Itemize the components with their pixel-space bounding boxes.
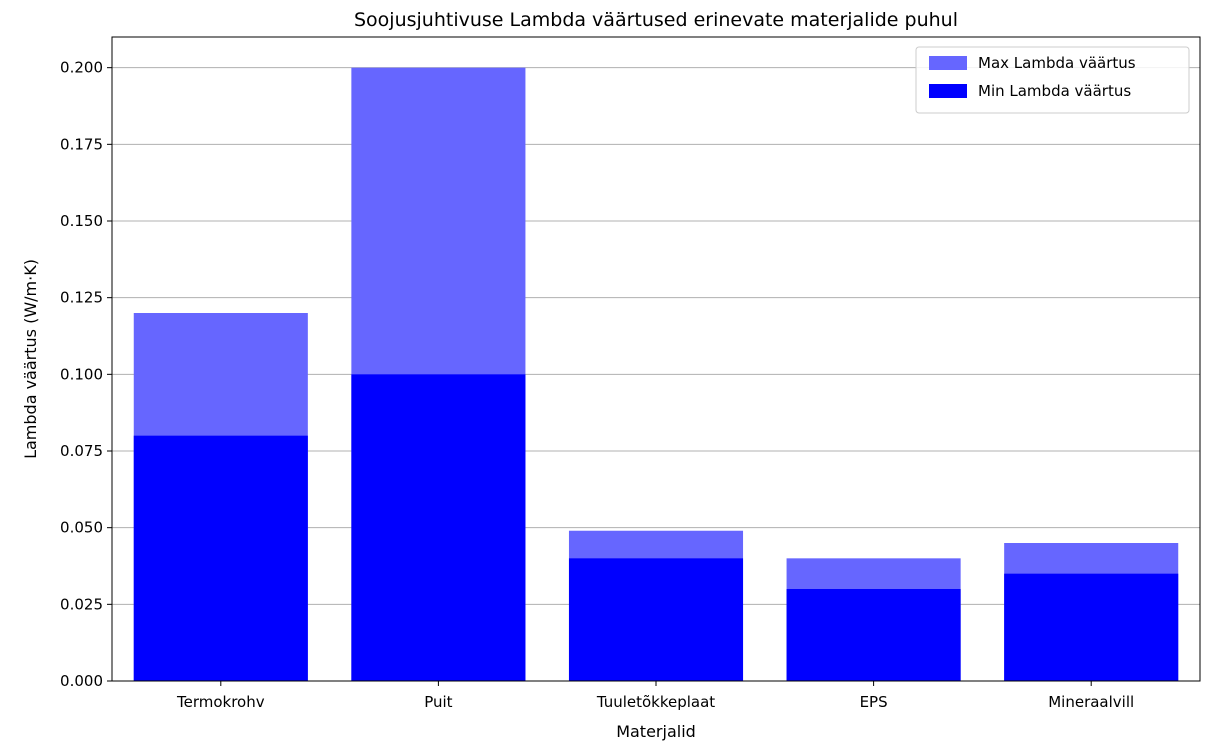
y-tick-label: 0.200 (60, 59, 103, 77)
bar-min-mineraalvill (1004, 573, 1179, 681)
y-tick-label: 0.100 (60, 365, 103, 383)
y-tick-label: 0.075 (60, 442, 103, 460)
legend-label: Min Lambda väärtus (978, 82, 1131, 100)
plot-frame (111, 36, 1201, 682)
x-tick-label: Termokrohv (176, 693, 265, 711)
bar-min-eps (786, 589, 961, 681)
x-tick-label: Tuuletõkkeplaat (596, 693, 715, 711)
bars (133, 67, 1179, 681)
legend-box (915, 46, 1190, 114)
legend-swatch (929, 56, 967, 70)
y-tick-label: 0.000 (60, 672, 103, 690)
x-tick-label: Mineraalvill (1048, 693, 1134, 711)
y-tick-label: 0.125 (60, 289, 103, 307)
chart-title: Soojusjuhtivuse Lambda väärtused erineva… (354, 9, 958, 31)
bar-min-puit (351, 374, 526, 681)
x-tick-label: EPS (860, 693, 888, 711)
legend: Max Lambda väärtus Min Lambda väärtus (915, 46, 1190, 114)
x-axis: Termokrohv Puit Tuuletõkkeplaat EPS Mineraal… (176, 681, 1134, 711)
bar-min-tuuletõkkeplaat (568, 558, 744, 681)
y-tick-label: 0.050 (60, 519, 103, 537)
x-tick-label: Puit (424, 693, 452, 711)
y-tick-label: 0.150 (60, 212, 103, 230)
y-axis: 0.000 0.025 0.050 0.075 0.100 0.125 0.150 0.175… (60, 59, 112, 690)
y-tick-label: 0.175 (60, 135, 103, 153)
y-axis-label: Lambda väärtus (W/m·K) (21, 259, 40, 459)
legend-label: Max Lambda väärtus (978, 54, 1136, 72)
bar-min-termokrohv (133, 435, 308, 681)
legend-swatch (929, 84, 967, 98)
y-tick-label: 0.025 (60, 595, 103, 613)
x-axis-label: Materjalid (616, 722, 696, 741)
